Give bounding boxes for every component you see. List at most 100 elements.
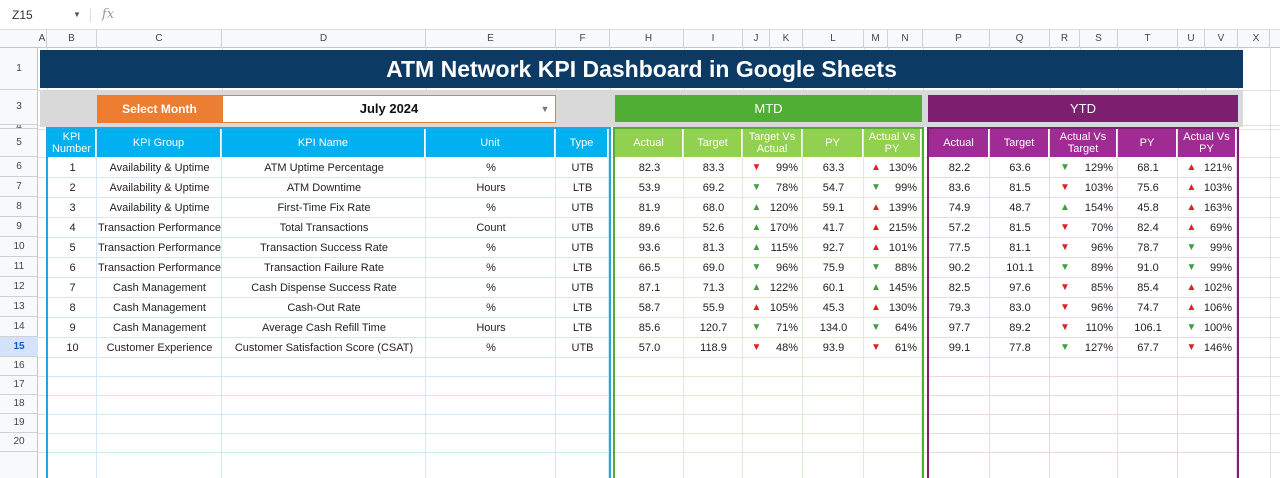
grid-line	[1236, 129, 1237, 478]
row-header: 1	[0, 48, 38, 90]
value-cell: 79.3	[948, 301, 971, 314]
status-icon: ▼	[751, 161, 762, 173]
row-header: 6	[0, 157, 38, 177]
grid-line	[989, 129, 990, 478]
status-icon: ▲	[1186, 221, 1197, 233]
kpi-cell: Count	[476, 221, 506, 234]
kpi-cell: UTB	[571, 281, 594, 294]
value-cell: 118.9	[700, 341, 727, 354]
dropdown-caret: ▼	[540, 104, 550, 114]
grid-line	[929, 376, 1237, 377]
kpi-cell: 9	[69, 321, 76, 334]
percent-cell: 215%	[888, 221, 917, 234]
value-cell: 89.2	[1009, 321, 1031, 334]
grid-line	[1177, 129, 1178, 478]
kpi-cell: 8	[69, 301, 76, 314]
percent-cell: 105%	[770, 301, 798, 314]
grid-line	[929, 317, 1237, 318]
value-cell: 101.1	[1006, 261, 1034, 274]
status-icon: ▼	[1186, 241, 1197, 253]
row-header: 17	[0, 376, 38, 395]
percent-cell: 99%	[775, 161, 798, 174]
value-cell: 71.3	[702, 281, 725, 294]
value-cell: 41.7	[822, 221, 845, 234]
grid-line	[615, 357, 922, 358]
grid-line	[929, 452, 1237, 453]
percent-cell: 127%	[1084, 341, 1113, 354]
percent-cell: 99%	[894, 181, 917, 194]
column-header: F	[556, 30, 610, 48]
row-header: 16	[0, 357, 38, 376]
value-cell: 83.0	[1009, 301, 1031, 314]
value-cell: 85.6	[638, 321, 661, 334]
row-header: 12	[0, 277, 38, 297]
value-cell: 54.7	[822, 181, 845, 194]
table-header: Actual Vs PY	[864, 129, 921, 157]
status-icon: ▼	[1060, 261, 1070, 273]
percent-cell: 129%	[1084, 161, 1113, 174]
value-cell: 81.3	[702, 241, 725, 254]
column-header: D	[222, 30, 426, 48]
column-header: B	[47, 30, 97, 48]
dashboard-title: ATM Network KPI Dashboard in Google Shee…	[40, 50, 1243, 88]
select-month-label: Select Month	[97, 95, 222, 123]
grid-line	[48, 237, 609, 238]
percent-cell: 103%	[1205, 181, 1232, 194]
name-box-caret: ▼	[73, 10, 81, 19]
value-cell: 78.7	[1137, 241, 1159, 254]
mtd-table-frame	[613, 127, 924, 478]
percent-cell: 100%	[1205, 321, 1232, 334]
row-header: 5	[0, 129, 38, 157]
month-dropdown[interactable]: July 2024	[222, 95, 556, 123]
grid-line	[1049, 129, 1050, 478]
grid-line	[221, 129, 222, 478]
status-icon: ▲	[1186, 201, 1197, 213]
table-header: PY	[1118, 129, 1177, 157]
value-cell: 63.6	[1009, 161, 1031, 174]
kpi-cell: Transaction Success Rate	[260, 241, 388, 254]
percent-cell: 71%	[775, 321, 798, 334]
status-icon: ▲	[871, 201, 881, 213]
status-icon: ▲	[871, 221, 881, 233]
status-icon: ▲	[751, 241, 762, 253]
status-icon: ▼	[751, 261, 762, 273]
grid-line	[863, 129, 864, 478]
table-header: KPI Group	[97, 129, 221, 157]
kpi-cell: ATM Downtime	[286, 181, 362, 194]
value-cell: 59.1	[822, 201, 845, 214]
kpi-cell: %	[486, 241, 496, 254]
grid-line	[615, 237, 922, 238]
status-icon: ▼	[1060, 221, 1070, 233]
kpi-cell: Availability & Uptime	[109, 161, 210, 174]
row-header: 13	[0, 297, 38, 317]
value-cell: 93.6	[638, 241, 661, 254]
grid-line	[742, 129, 743, 478]
table-header: KPI Name	[222, 129, 425, 157]
kpi-cell: UTB	[571, 201, 594, 214]
percent-cell: 170%	[770, 221, 798, 234]
kpi-cell: Cash Dispense Success Rate	[251, 281, 397, 294]
percent-cell: 130%	[888, 161, 917, 174]
value-cell: 63.3	[822, 161, 845, 174]
grid-line	[615, 197, 922, 198]
grid-line	[615, 337, 922, 338]
kpi-cell: %	[486, 161, 496, 174]
grid-line	[929, 433, 1237, 434]
status-icon: ▲	[871, 161, 881, 173]
value-cell: 87.1	[638, 281, 661, 294]
grid-line	[425, 129, 426, 478]
grid-line	[615, 414, 922, 415]
percent-cell: 163%	[1205, 201, 1232, 214]
kpi-cell: LTB	[572, 321, 593, 334]
grid-line	[48, 452, 609, 453]
row-header: 11	[0, 257, 38, 277]
value-cell: 75.6	[1137, 181, 1159, 194]
percent-cell: 103%	[1084, 181, 1113, 194]
column-header: E	[426, 30, 556, 48]
grid-line	[1270, 30, 1271, 478]
column-header: Q	[990, 30, 1050, 48]
name-box[interactable]: Z15	[12, 8, 33, 22]
kpi-cell: UTB	[571, 161, 594, 174]
row-header: 4	[0, 125, 38, 129]
table-header: Actual Vs Target	[1050, 129, 1117, 157]
